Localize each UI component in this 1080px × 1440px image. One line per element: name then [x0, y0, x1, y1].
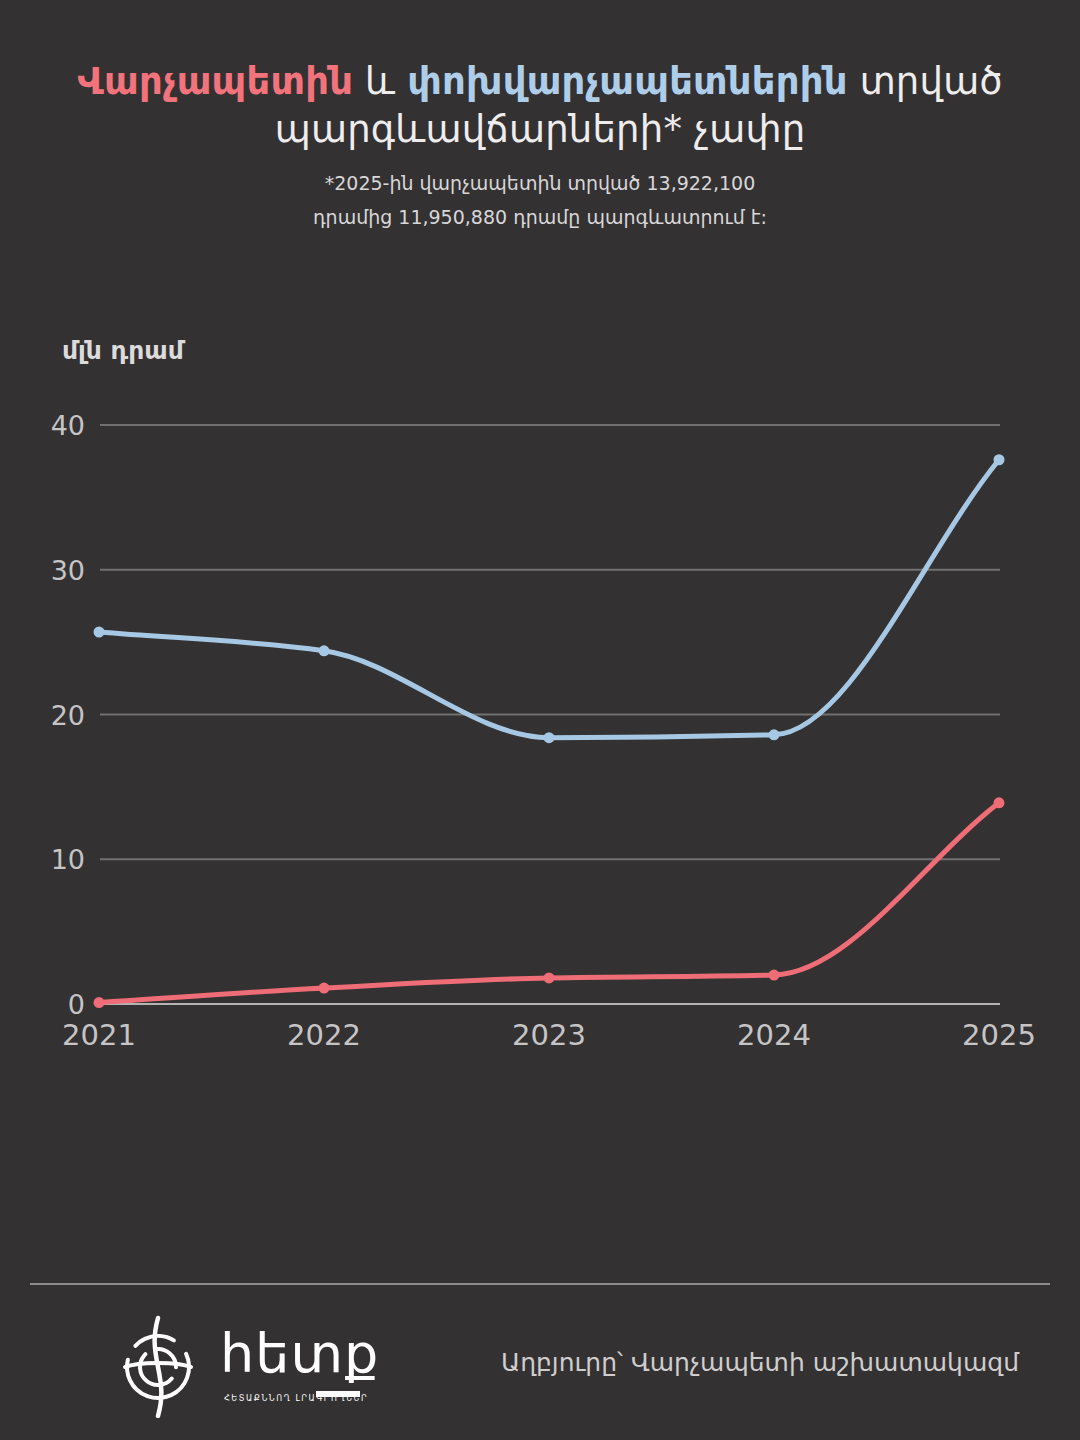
- x-tick-label-2024: 2024: [737, 1018, 811, 1052]
- series-line-1: [99, 460, 999, 738]
- data-point-0-2024: [769, 970, 780, 981]
- y-tick-label-20: 20: [51, 700, 85, 731]
- y-axis-unit-label: մլն դրամ: [62, 336, 184, 365]
- y-tick-label-40: 40: [51, 410, 85, 441]
- x-tick-label-2023: 2023: [512, 1018, 586, 1052]
- x-tick-label-2021: 2021: [62, 1018, 136, 1052]
- data-point-0-2023: [544, 972, 555, 983]
- chart-subtitle: *2025-ին վարչապետին տրված 13,922,100 դրա…: [0, 166, 1080, 234]
- footer-divider: [30, 1283, 1050, 1285]
- y-tick-label-10: 10: [51, 844, 85, 875]
- subtitle-line-1: *2025-ին վարչապետին տրված 13,922,100: [0, 166, 1080, 200]
- logo-tagline: ՀԵՏԱՔՆՆՈՂ ԼՐԱԳՐՈՂՆԵՐ: [224, 1394, 368, 1403]
- logo-wordmark: հետք: [220, 1322, 379, 1385]
- infographic-page: Վարչապետին և փոխվարչապետներին տրված պարգ…: [0, 0, 1080, 1440]
- source-attribution: Աղբյուրը՝ Վարչապետի աշխատակազմ: [501, 1348, 1019, 1377]
- chart-title: Վարչապետին և փոխվարչապետներին տրված պարգ…: [0, 58, 1080, 154]
- x-tick-label-2022: 2022: [287, 1018, 361, 1052]
- title-word-pm: Վարչապետին: [77, 60, 353, 103]
- y-tick-label-30: 30: [51, 555, 85, 586]
- subtitle-line-2: դրամից 11,950,880 դրամը պարգևատրում է:: [0, 200, 1080, 234]
- x-tick-label-2025: 2025: [962, 1018, 1036, 1052]
- title-word-and: և: [353, 60, 407, 103]
- hetq-logo: հետք ՀԵՏԱՔՆՆՈՂ ԼՐԱԳՐՈՂՆԵՐ: [108, 1312, 368, 1422]
- title-line-1: Վարչապետին և փոխվարչապետներին տրված: [0, 58, 1080, 106]
- data-point-1-2024: [769, 729, 780, 740]
- title-word-deputies: փոխվարչապետներին: [407, 60, 847, 103]
- data-point-1-2021: [94, 626, 105, 637]
- data-point-0-2025: [994, 797, 1005, 808]
- line-chart: 0 10 20 30 40 2021 2022 2023 2024 2025: [0, 390, 1080, 1080]
- data-point-1-2025: [994, 454, 1005, 465]
- y-tick-label-0: 0: [68, 989, 85, 1020]
- compass-logo-icon: [108, 1314, 212, 1418]
- data-point-1-2023: [544, 732, 555, 743]
- data-point-1-2022: [319, 645, 330, 656]
- title-line-2: պարգևավճարների* չափը: [0, 106, 1080, 154]
- title-word-given: տրված: [848, 60, 1003, 103]
- data-point-0-2022: [319, 983, 330, 994]
- data-point-0-2021: [94, 997, 105, 1008]
